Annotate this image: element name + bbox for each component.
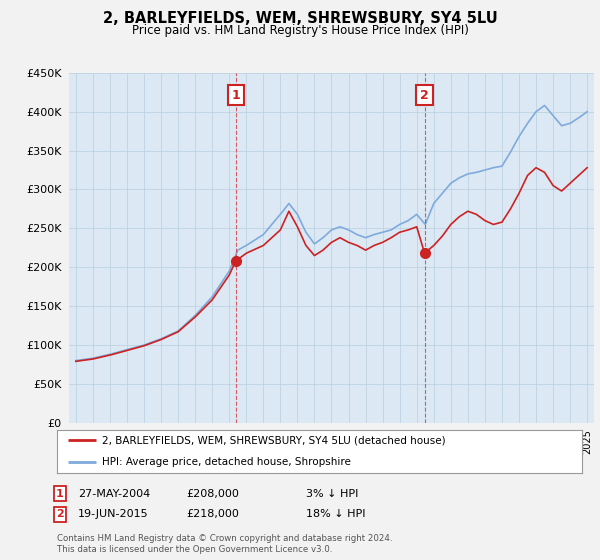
Text: This data is licensed under the Open Government Licence v3.0.: This data is licensed under the Open Gov… (57, 545, 332, 554)
Text: HPI: Average price, detached house, Shropshire: HPI: Average price, detached house, Shro… (101, 458, 350, 467)
Text: 1: 1 (56, 489, 64, 499)
Text: £208,000: £208,000 (186, 489, 239, 499)
Text: 18% ↓ HPI: 18% ↓ HPI (306, 509, 365, 519)
Text: £218,000: £218,000 (186, 509, 239, 519)
Text: 27-MAY-2004: 27-MAY-2004 (78, 489, 150, 499)
Text: Price paid vs. HM Land Registry's House Price Index (HPI): Price paid vs. HM Land Registry's House … (131, 24, 469, 36)
Text: 3% ↓ HPI: 3% ↓ HPI (306, 489, 358, 499)
Text: 19-JUN-2015: 19-JUN-2015 (78, 509, 149, 519)
Text: Contains HM Land Registry data © Crown copyright and database right 2024.: Contains HM Land Registry data © Crown c… (57, 534, 392, 543)
Text: 2, BARLEYFIELDS, WEM, SHREWSBURY, SY4 5LU (detached house): 2, BARLEYFIELDS, WEM, SHREWSBURY, SY4 5L… (101, 436, 445, 445)
Text: 2, BARLEYFIELDS, WEM, SHREWSBURY, SY4 5LU: 2, BARLEYFIELDS, WEM, SHREWSBURY, SY4 5L… (103, 11, 497, 26)
Text: 2: 2 (56, 509, 64, 519)
Text: 1: 1 (232, 88, 240, 101)
Text: 2: 2 (420, 88, 429, 101)
